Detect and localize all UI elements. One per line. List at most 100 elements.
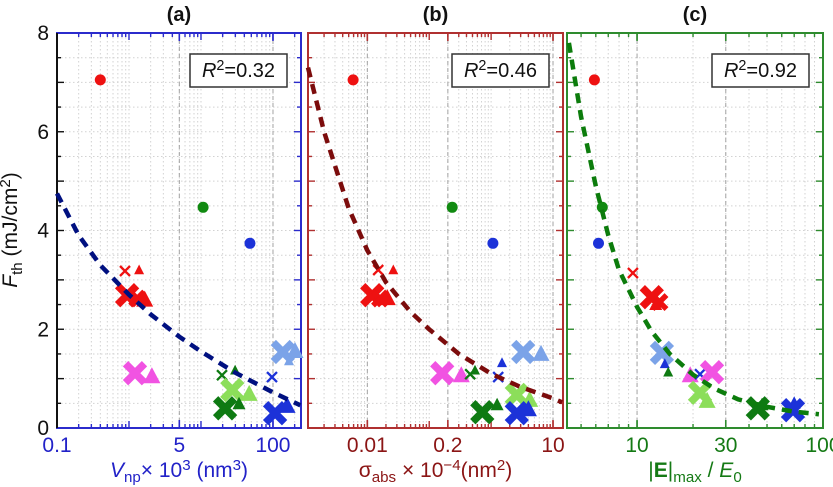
dgreen-triM-glyph (490, 397, 504, 411)
x-tick-label-b: 0.01 (347, 434, 388, 457)
marker-green-circle (197, 201, 209, 213)
pink-triL-glyph (143, 367, 161, 384)
lblue-XL-glyph (649, 340, 675, 366)
red-circle-glyph (588, 74, 600, 86)
y-tick-label: 0 (37, 417, 49, 440)
x-tick-label-c: 30 (714, 434, 737, 457)
x-axis-label-b: σabs × 10−4(nm2) (359, 457, 512, 486)
blue-circle-glyph (593, 237, 604, 249)
marker-dgreen-triS (470, 364, 480, 375)
marker-red-circle (347, 74, 359, 86)
marker-pink-triL (452, 366, 470, 383)
marker-blue-circle (244, 237, 256, 249)
lblue-triL-glyph (286, 342, 304, 359)
marker-lblue-triL (532, 344, 550, 361)
dgreen-triM-glyph (232, 396, 246, 410)
blue-xs-glyph (694, 368, 706, 381)
red-circle-glyph (94, 74, 106, 86)
lblue-triS-glyph (284, 355, 294, 366)
x-axis-label-c: |E|max / E0 (648, 459, 741, 486)
red-XL-glyph (360, 283, 385, 308)
marker-lblue-triL (286, 342, 304, 359)
pink-triL-glyph (452, 366, 470, 383)
green-circle-glyph (197, 201, 209, 213)
dgreen-xs-glyph (216, 369, 228, 382)
blue-XL-glyph (780, 398, 806, 423)
lgreen-XL-glyph (504, 382, 529, 408)
blue-xs-glyph (266, 371, 278, 383)
marker-green-circle (596, 201, 608, 213)
blue-XL-glyph (262, 401, 288, 426)
marker-pink-XL (430, 361, 455, 386)
blue-triL-glyph (519, 400, 537, 417)
panel-b-title: (b) (423, 4, 449, 26)
blue-circle-glyph (244, 237, 256, 249)
marker-blue-triL (519, 400, 537, 417)
lblue-XL-glyph (270, 339, 295, 365)
y-tick-label: 8 (37, 22, 49, 45)
red-triM-glyph (649, 297, 663, 311)
r2-label-b: R2=0.46 (464, 58, 537, 82)
dgreen-XL-glyph (212, 396, 238, 421)
marker-lblue-triS (284, 355, 294, 366)
dgreen-XL-glyph (745, 396, 770, 421)
y-tick-label: 6 (37, 121, 49, 144)
marker-blue-XL (504, 401, 529, 426)
r2-box-b (451, 53, 550, 88)
panel-a-title: (a) (167, 4, 191, 26)
x-tick-label-a: 5 (173, 434, 185, 457)
green-circle-glyph (446, 201, 458, 213)
marker-blue-triS (659, 358, 670, 369)
lgreen-XL-glyph (687, 380, 713, 406)
marker-green-circle (446, 201, 458, 213)
dgreen-triS-glyph (470, 364, 480, 375)
marker-dgreen-XL (470, 400, 495, 425)
marker-blue-circle (593, 237, 604, 249)
marker-red-triL (378, 289, 396, 306)
marker-lgreen-XL (504, 382, 529, 408)
marker-blue-circle (487, 237, 499, 249)
marker-red-circle (94, 74, 106, 86)
marker-dgreen-triM (490, 397, 504, 411)
red-triS-glyph (134, 264, 145, 275)
pink-XL-glyph (122, 361, 148, 386)
marker-blue-triL (278, 396, 296, 413)
marker-blue-XL (262, 401, 288, 426)
marker-red-xs (119, 265, 131, 277)
lgreen-XL-glyph (220, 377, 245, 403)
blue-XL-glyph (504, 401, 529, 426)
red-triS-glyph (388, 264, 399, 275)
marker-blue-xs (266, 371, 278, 383)
red-circle-glyph (347, 74, 359, 86)
lgreen-triL-glyph (698, 391, 716, 408)
x-tick-label-b: 10 (541, 434, 564, 457)
marker-lblue-XL (649, 340, 675, 366)
blue-triS-glyph (497, 357, 507, 368)
x-tick-label-a: 100 (255, 434, 290, 457)
y-axis-label: Fth (mJ/cm2) (0, 172, 26, 288)
blue-triL-glyph (278, 396, 296, 413)
marker-blue-XL (780, 398, 806, 423)
lblue-triL-glyph (532, 344, 550, 361)
x-tick-label-c: 10 (625, 434, 648, 457)
lgreen-triL-glyph (240, 384, 258, 401)
panel-c-title: (c) (683, 4, 707, 26)
r2-label-c: R2=0.92 (724, 58, 797, 82)
trend-curve-c (566, 42, 820, 417)
green-circle-glyph (596, 201, 608, 213)
red-xs-glyph (119, 265, 131, 277)
r2-box-a (189, 53, 288, 88)
marker-blue-triS (497, 357, 507, 368)
marker-dgreen-XL (212, 396, 238, 421)
marker-lblue-XL (511, 339, 536, 365)
marker-dgreen-triM (232, 396, 246, 410)
marker-lgreen-triL (698, 391, 716, 408)
y-tick-label: 4 (37, 220, 49, 243)
marker-pink-triL (143, 367, 161, 384)
marker-lgreen-XL (220, 377, 245, 403)
red-xs-glyph (627, 267, 639, 279)
red-xs-glyph (372, 264, 385, 276)
pink-XL-glyph (699, 360, 725, 385)
x-tick-label-b: 0.2 (433, 434, 462, 457)
marker-red-triM (649, 297, 663, 311)
